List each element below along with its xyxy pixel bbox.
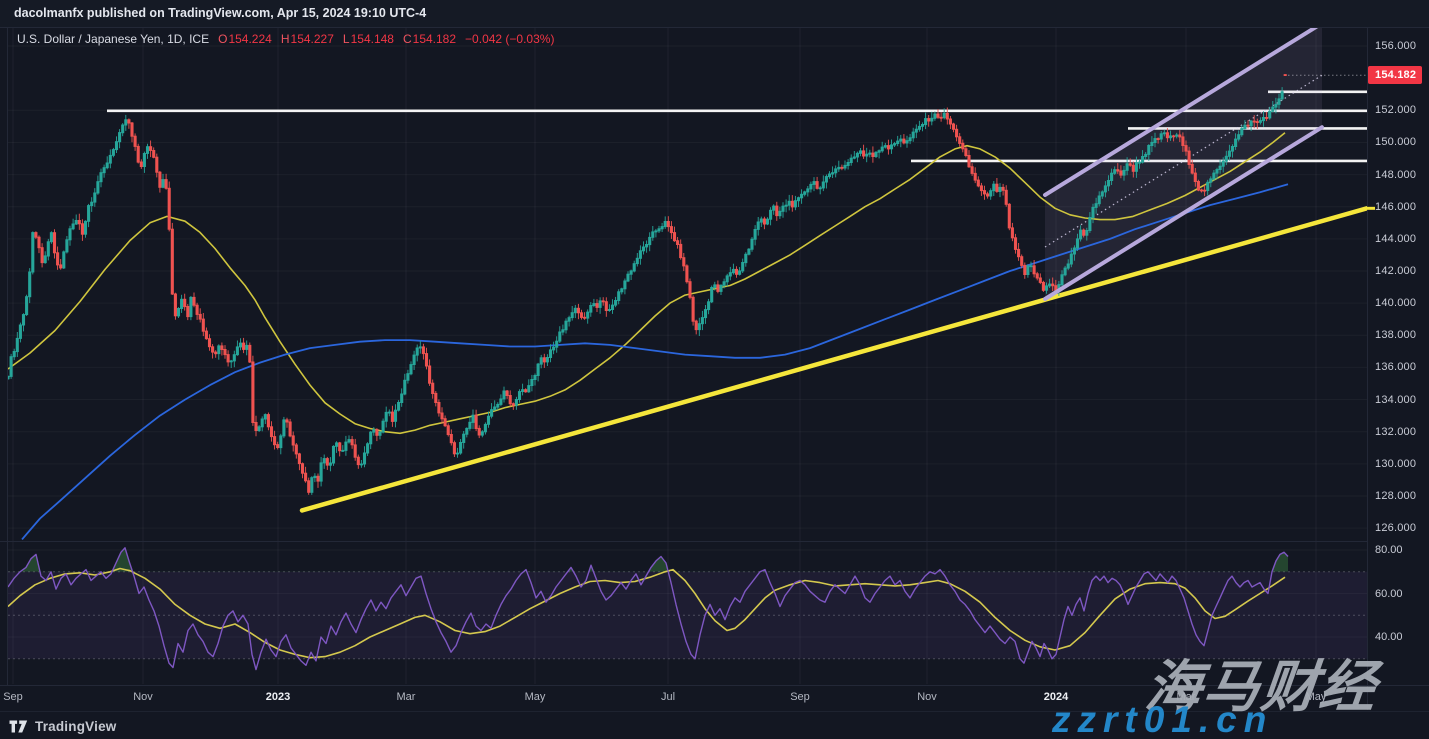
ascending-channel-fill: [1045, 28, 1322, 299]
rsi-signal-line[interactable]: [8, 567, 1286, 659]
ohlc-low: L154.148: [342, 32, 394, 46]
rsi-tick-40.00: 40.00: [1375, 631, 1403, 643]
time-tick-2024: 2024: [1043, 691, 1069, 703]
yellow-trendline[interactable]: [299, 206, 1367, 513]
rsi-line[interactable]: [8, 547, 1289, 671]
price-tick-132.000: 132.000: [1375, 425, 1417, 438]
price-pane: [8, 23, 1367, 540]
time-tick-May: May: [1305, 691, 1327, 703]
candles-up: [8, 87, 1284, 495]
ma-slow-line[interactable]: [21, 183, 1289, 540]
price-tick-152.000: 152.000: [1375, 104, 1417, 117]
last-price-tag: 154.182: [1368, 66, 1423, 84]
footer-bar: TradingView: [0, 711, 1429, 739]
price-tick-128.000: 128.000: [1375, 489, 1417, 502]
price-tick-156.000: 156.000: [1375, 40, 1417, 53]
price-tick-130.000: 130.000: [1375, 457, 1417, 470]
time-tick-Mar: Mar: [396, 691, 416, 703]
time-axis[interactable]: Sep Nov 2023 Mar May Jul Sep Nov 2024 Mar May: [0, 687, 1367, 710]
ohlc-close: C154.182: [402, 32, 457, 46]
time-tick-Jul: Jul: [660, 691, 676, 703]
candles-down: [34, 74, 1287, 495]
price-tick-138.000: 138.000: [1375, 329, 1417, 342]
price-tick-126.000: 126.000: [1375, 522, 1417, 535]
price-tick-148.000: 148.000: [1375, 168, 1417, 181]
symbol-legend: U.S. Dollar / Japanese Yen, 1D, ICE O154…: [17, 32, 554, 46]
rsi-pane: [8, 547, 1367, 671]
time-tick-Mar: Mar: [1176, 691, 1196, 703]
rsi-tick-80.00: 80.00: [1375, 544, 1403, 556]
rsi-tick-60.00: 60.00: [1375, 587, 1403, 600]
time-tick-Nov: Nov: [917, 691, 937, 703]
tradingview-logo-icon[interactable]: [9, 719, 28, 734]
pane-left-border: [7, 28, 8, 686]
time-tick-May: May: [524, 691, 546, 703]
ma-fast-line[interactable]: [8, 132, 1286, 435]
price-tick-150.000: 150.000: [1375, 136, 1417, 149]
time-tick-Nov: Nov: [133, 691, 153, 703]
change-readout: −0.042 (−0.03%): [465, 32, 555, 46]
ohlc-open: O154.224: [218, 32, 272, 46]
price-tick-142.000: 142.000: [1375, 265, 1417, 277]
price-tick-134.000: 134.000: [1375, 393, 1417, 406]
price-axis[interactable]: 156.000 152.000 150.000 148.000 146.000 144.0…: [1368, 28, 1429, 684]
ohlc-high: H154.227: [280, 32, 334, 46]
publish-header-bar: dacolmanfx published on TradingView.com,…: [0, 0, 1429, 28]
time-tick-2023: 2023: [265, 691, 291, 703]
price-tick-140.000: 140.000: [1375, 297, 1417, 310]
time-tick-Sep: Sep: [3, 691, 23, 703]
time-tick-Sep: Sep: [790, 691, 810, 703]
ascending-channel-lines[interactable]: [1043, 23, 1324, 301]
horizontal-support-resistance-lines: [107, 90, 1367, 163]
price-tick-144.000: 144.000: [1375, 232, 1417, 245]
price-tick-136.000: 136.000: [1375, 361, 1417, 374]
tradingview-brand-text[interactable]: TradingView: [35, 718, 117, 734]
price-tick-146.000: 146.000: [1375, 200, 1417, 213]
symbol-title[interactable]: U.S. Dollar / Japanese Yen, 1D, ICE: [17, 32, 210, 46]
publish-text: dacolmanfx published on TradingView.com,…: [14, 6, 427, 20]
